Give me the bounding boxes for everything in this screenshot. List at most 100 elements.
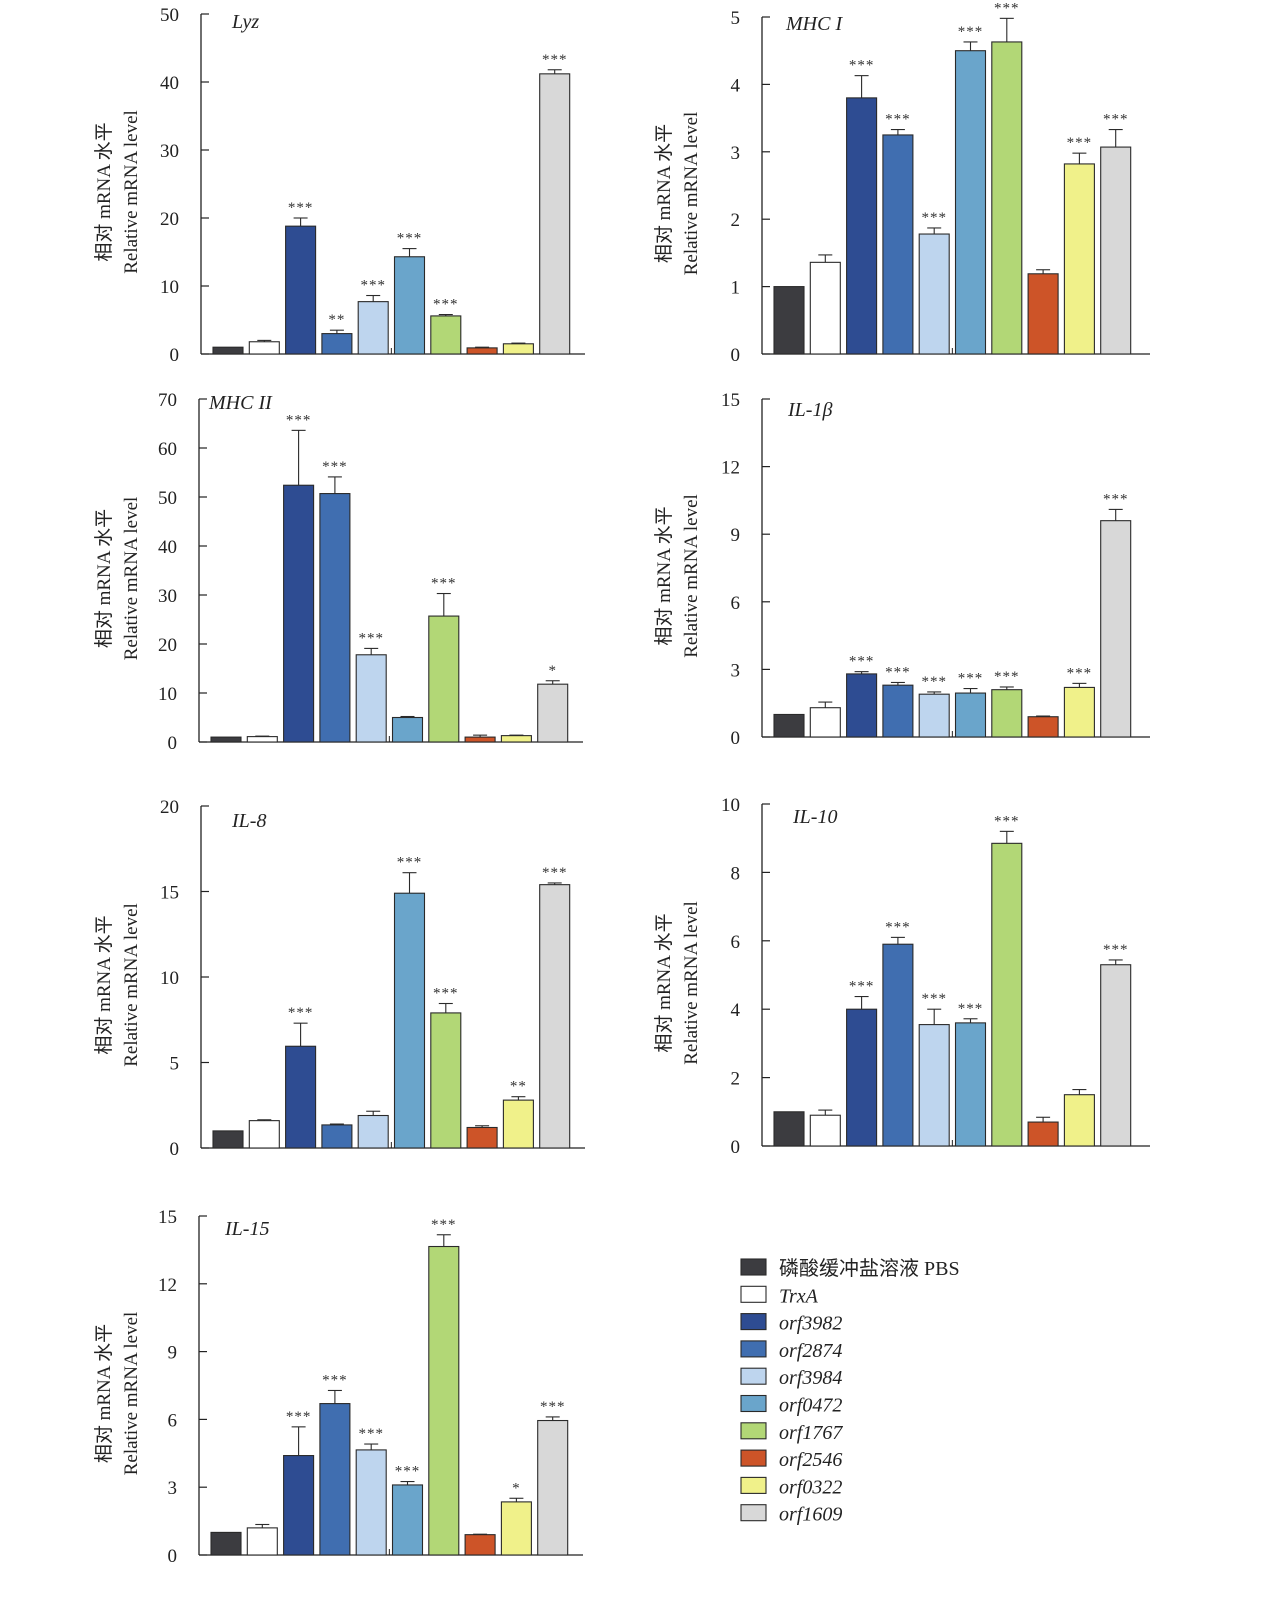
y-axis-label-en: Relative mRNA level xyxy=(121,110,142,274)
panel-title: IL-15 xyxy=(224,1218,269,1240)
bar-orf1609 xyxy=(539,884,571,1149)
y-tick-label: 40 xyxy=(160,73,179,94)
bar-trxa xyxy=(809,1114,841,1147)
bar-orf0472 xyxy=(393,892,426,1149)
y-tick-label: 40 xyxy=(158,537,177,558)
bar-orf2874 xyxy=(319,1403,351,1556)
bar-orf2546 xyxy=(464,1534,496,1556)
legend: 磷酸缓冲盐溶液 PBS TrxA orf3982 orf2874 orf3984 orf0… xyxy=(740,1257,960,1526)
significance-label: *** xyxy=(286,1409,312,1425)
y-tick-label: 0 xyxy=(168,733,178,754)
y-axis-label-cn: 相对 mRNA 水平 xyxy=(93,509,115,648)
panel-il-15: 0 3 6 9 12 15 相对 mRNA 水平 Relative mRNA level IL-… xyxy=(93,1207,583,1567)
panel-lyz: 0 10 20 30 40 50 相对 mRNA 水平 Relative mRNA level… xyxy=(93,5,585,366)
significance-label: *** xyxy=(1067,665,1093,681)
bar-orf3982 xyxy=(283,1455,315,1556)
bar-orf0322 xyxy=(1063,163,1095,355)
significance-label: * xyxy=(512,1480,521,1496)
y-tick-label: 0 xyxy=(731,728,741,749)
y-tick-label: 15 xyxy=(158,1207,177,1228)
bar-orf2874 xyxy=(882,943,914,1147)
significance-label: *** xyxy=(322,459,348,475)
bar-trxa xyxy=(246,736,278,743)
y-tick-label: 3 xyxy=(731,143,741,164)
y-tick-label: 3 xyxy=(168,1478,178,1499)
bar-orf0472 xyxy=(391,716,424,743)
bar-orf3982 xyxy=(285,1045,317,1149)
legend-swatch-orf2874 xyxy=(740,1340,767,1358)
significance-label: *** xyxy=(885,112,911,128)
panel-mhc-ii: 0 10 20 30 40 50 60 70 相对 mRNA 水平 Relative mRNA l… xyxy=(93,390,583,754)
panel-il-1-: 0 3 6 9 12 15 相对 mRNA 水平 Relative mRNA level IL-… xyxy=(653,390,1150,749)
y-tick-label: 20 xyxy=(160,209,179,230)
bar-orf1609 xyxy=(539,73,571,355)
significance-label: *** xyxy=(431,1217,457,1233)
y-tick-label: 9 xyxy=(168,1343,178,1364)
y-tick-label: 0 xyxy=(731,345,741,366)
legend-swatch-orf1609 xyxy=(740,1504,767,1522)
legend-label: orf1767 xyxy=(779,1422,843,1444)
y-tick-label: 10 xyxy=(721,795,740,816)
panel-title: Lyz xyxy=(231,11,259,33)
bar-orf0322 xyxy=(500,735,532,743)
significance-label: *** xyxy=(542,52,568,68)
significance-label: *** xyxy=(921,210,947,226)
bar-orf1767 xyxy=(991,41,1023,355)
significance-label: *** xyxy=(921,674,947,690)
bar-orf3984 xyxy=(357,1114,389,1149)
bar-orf1609 xyxy=(1100,520,1132,738)
bar-orf3984 xyxy=(357,301,389,355)
significance-label: * xyxy=(548,663,557,679)
legend-swatch-orf3984 xyxy=(740,1367,767,1385)
legend-label: TrxA xyxy=(779,1285,819,1307)
panel-title: IL-10 xyxy=(792,806,837,828)
significance-label: *** xyxy=(994,669,1020,685)
y-axis-label-en: Relative mRNA level xyxy=(121,903,142,1067)
bar-orf1767 xyxy=(430,1012,462,1149)
y-tick-label: 20 xyxy=(160,797,179,818)
significance-label: *** xyxy=(397,855,423,871)
y-tick-label: 10 xyxy=(160,968,179,989)
y-axis-label-cn: 相对 mRNA 水平 xyxy=(93,915,115,1054)
bar-trxa xyxy=(809,707,841,738)
y-tick-label: 0 xyxy=(170,345,180,366)
y-tick-label: 50 xyxy=(160,5,179,26)
panel-mhc-i: 0 1 2 3 4 5 相对 mRNA 水平 Relative mRNA level MHC I… xyxy=(653,0,1150,366)
bar-trxa xyxy=(809,261,841,355)
significance-label: *** xyxy=(288,1005,314,1021)
panel-il-10: 0 2 4 6 8 10 相对 mRNA 水平 Relative mRNA level IL-1… xyxy=(653,795,1150,1158)
significance-label: ** xyxy=(328,312,345,328)
y-tick-label: 70 xyxy=(158,390,177,411)
bar-orf3982 xyxy=(846,673,878,738)
bar-trxa xyxy=(248,1120,280,1149)
y-axis-label-cn: 相对 mRNA 水平 xyxy=(653,506,675,645)
y-tick-label: 5 xyxy=(170,1054,180,1075)
bar-orf2546 xyxy=(1027,716,1059,738)
significance-label: *** xyxy=(958,1001,984,1017)
bar-pbs xyxy=(210,1531,242,1556)
legend-label: orf3982 xyxy=(779,1313,842,1335)
bar-orf0472 xyxy=(954,1022,987,1147)
bar-orf2546 xyxy=(466,1126,498,1149)
legend-label: orf0322 xyxy=(779,1476,842,1498)
bar-orf0322 xyxy=(1063,1094,1095,1147)
bar-orf2874 xyxy=(321,333,353,355)
y-tick-label: 60 xyxy=(158,439,177,460)
significance-label: *** xyxy=(1103,942,1129,958)
y-tick-label: 0 xyxy=(731,1137,741,1158)
bar-pbs xyxy=(212,1130,244,1149)
bar-orf3982 xyxy=(285,225,317,355)
y-tick-label: 9 xyxy=(731,525,741,546)
bar-orf1609 xyxy=(537,683,569,743)
y-tick-label: 8 xyxy=(731,863,741,884)
bar-orf1767 xyxy=(430,315,462,355)
panel-title: IL-8 xyxy=(231,810,266,832)
y-tick-label: 6 xyxy=(731,932,741,953)
legend-label: orf2546 xyxy=(779,1449,842,1471)
bar-orf0472 xyxy=(954,692,987,738)
y-tick-label: 12 xyxy=(158,1275,177,1296)
legend-swatch-orf1767 xyxy=(740,1422,767,1440)
bar-orf3984 xyxy=(355,654,387,743)
significance-label: *** xyxy=(849,654,875,670)
legend-label: orf2874 xyxy=(779,1340,842,1362)
